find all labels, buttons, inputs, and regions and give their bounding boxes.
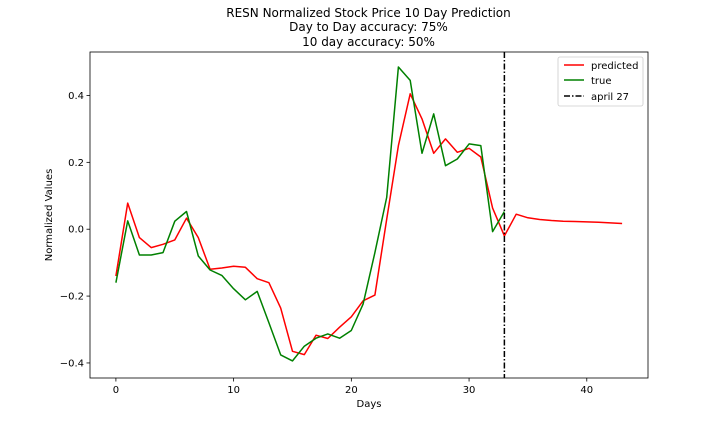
x-tick-label: 30 — [463, 385, 476, 396]
x-tick-label: 40 — [580, 385, 593, 396]
y-axis-label: Normalized Values — [44, 169, 55, 262]
chart-title-line-1: RESN Normalized Stock Price 10 Day Predi… — [226, 6, 511, 20]
y-tick-label: 0.0 — [68, 225, 84, 236]
legend-true-label: true — [591, 76, 612, 87]
y-tick-label: 0.2 — [68, 158, 84, 169]
y-tick-label: 0.4 — [68, 91, 84, 102]
legend-predicted-label: predicted — [591, 61, 638, 72]
y-tick-label: −0.2 — [60, 292, 84, 303]
x-tick-label: 10 — [227, 385, 240, 396]
y-tick-label: −0.4 — [60, 358, 84, 369]
x-axis: 0 10 20 30 40 — [113, 378, 593, 396]
x-tick-label: 20 — [345, 385, 358, 396]
legend-april-27-label: april 27 — [591, 92, 629, 103]
chart-title-line-3: 10 day accuracy: 50% — [302, 35, 435, 49]
y-axis: −0.4 −0.2 0.0 0.2 0.4 — [60, 91, 90, 369]
legend: predicted true april 27 — [557, 56, 644, 107]
series-line-true — [115, 66, 506, 362]
plot-lines — [115, 52, 623, 378]
x-axis-label: Days — [357, 399, 382, 410]
series-line-predicted — [115, 93, 623, 356]
plot-frame — [89, 51, 649, 379]
x-tick-label: 0 — [113, 385, 119, 396]
legend-box — [557, 56, 644, 107]
chart-title-line-2: Day to Day accuracy: 75% — [289, 20, 448, 34]
